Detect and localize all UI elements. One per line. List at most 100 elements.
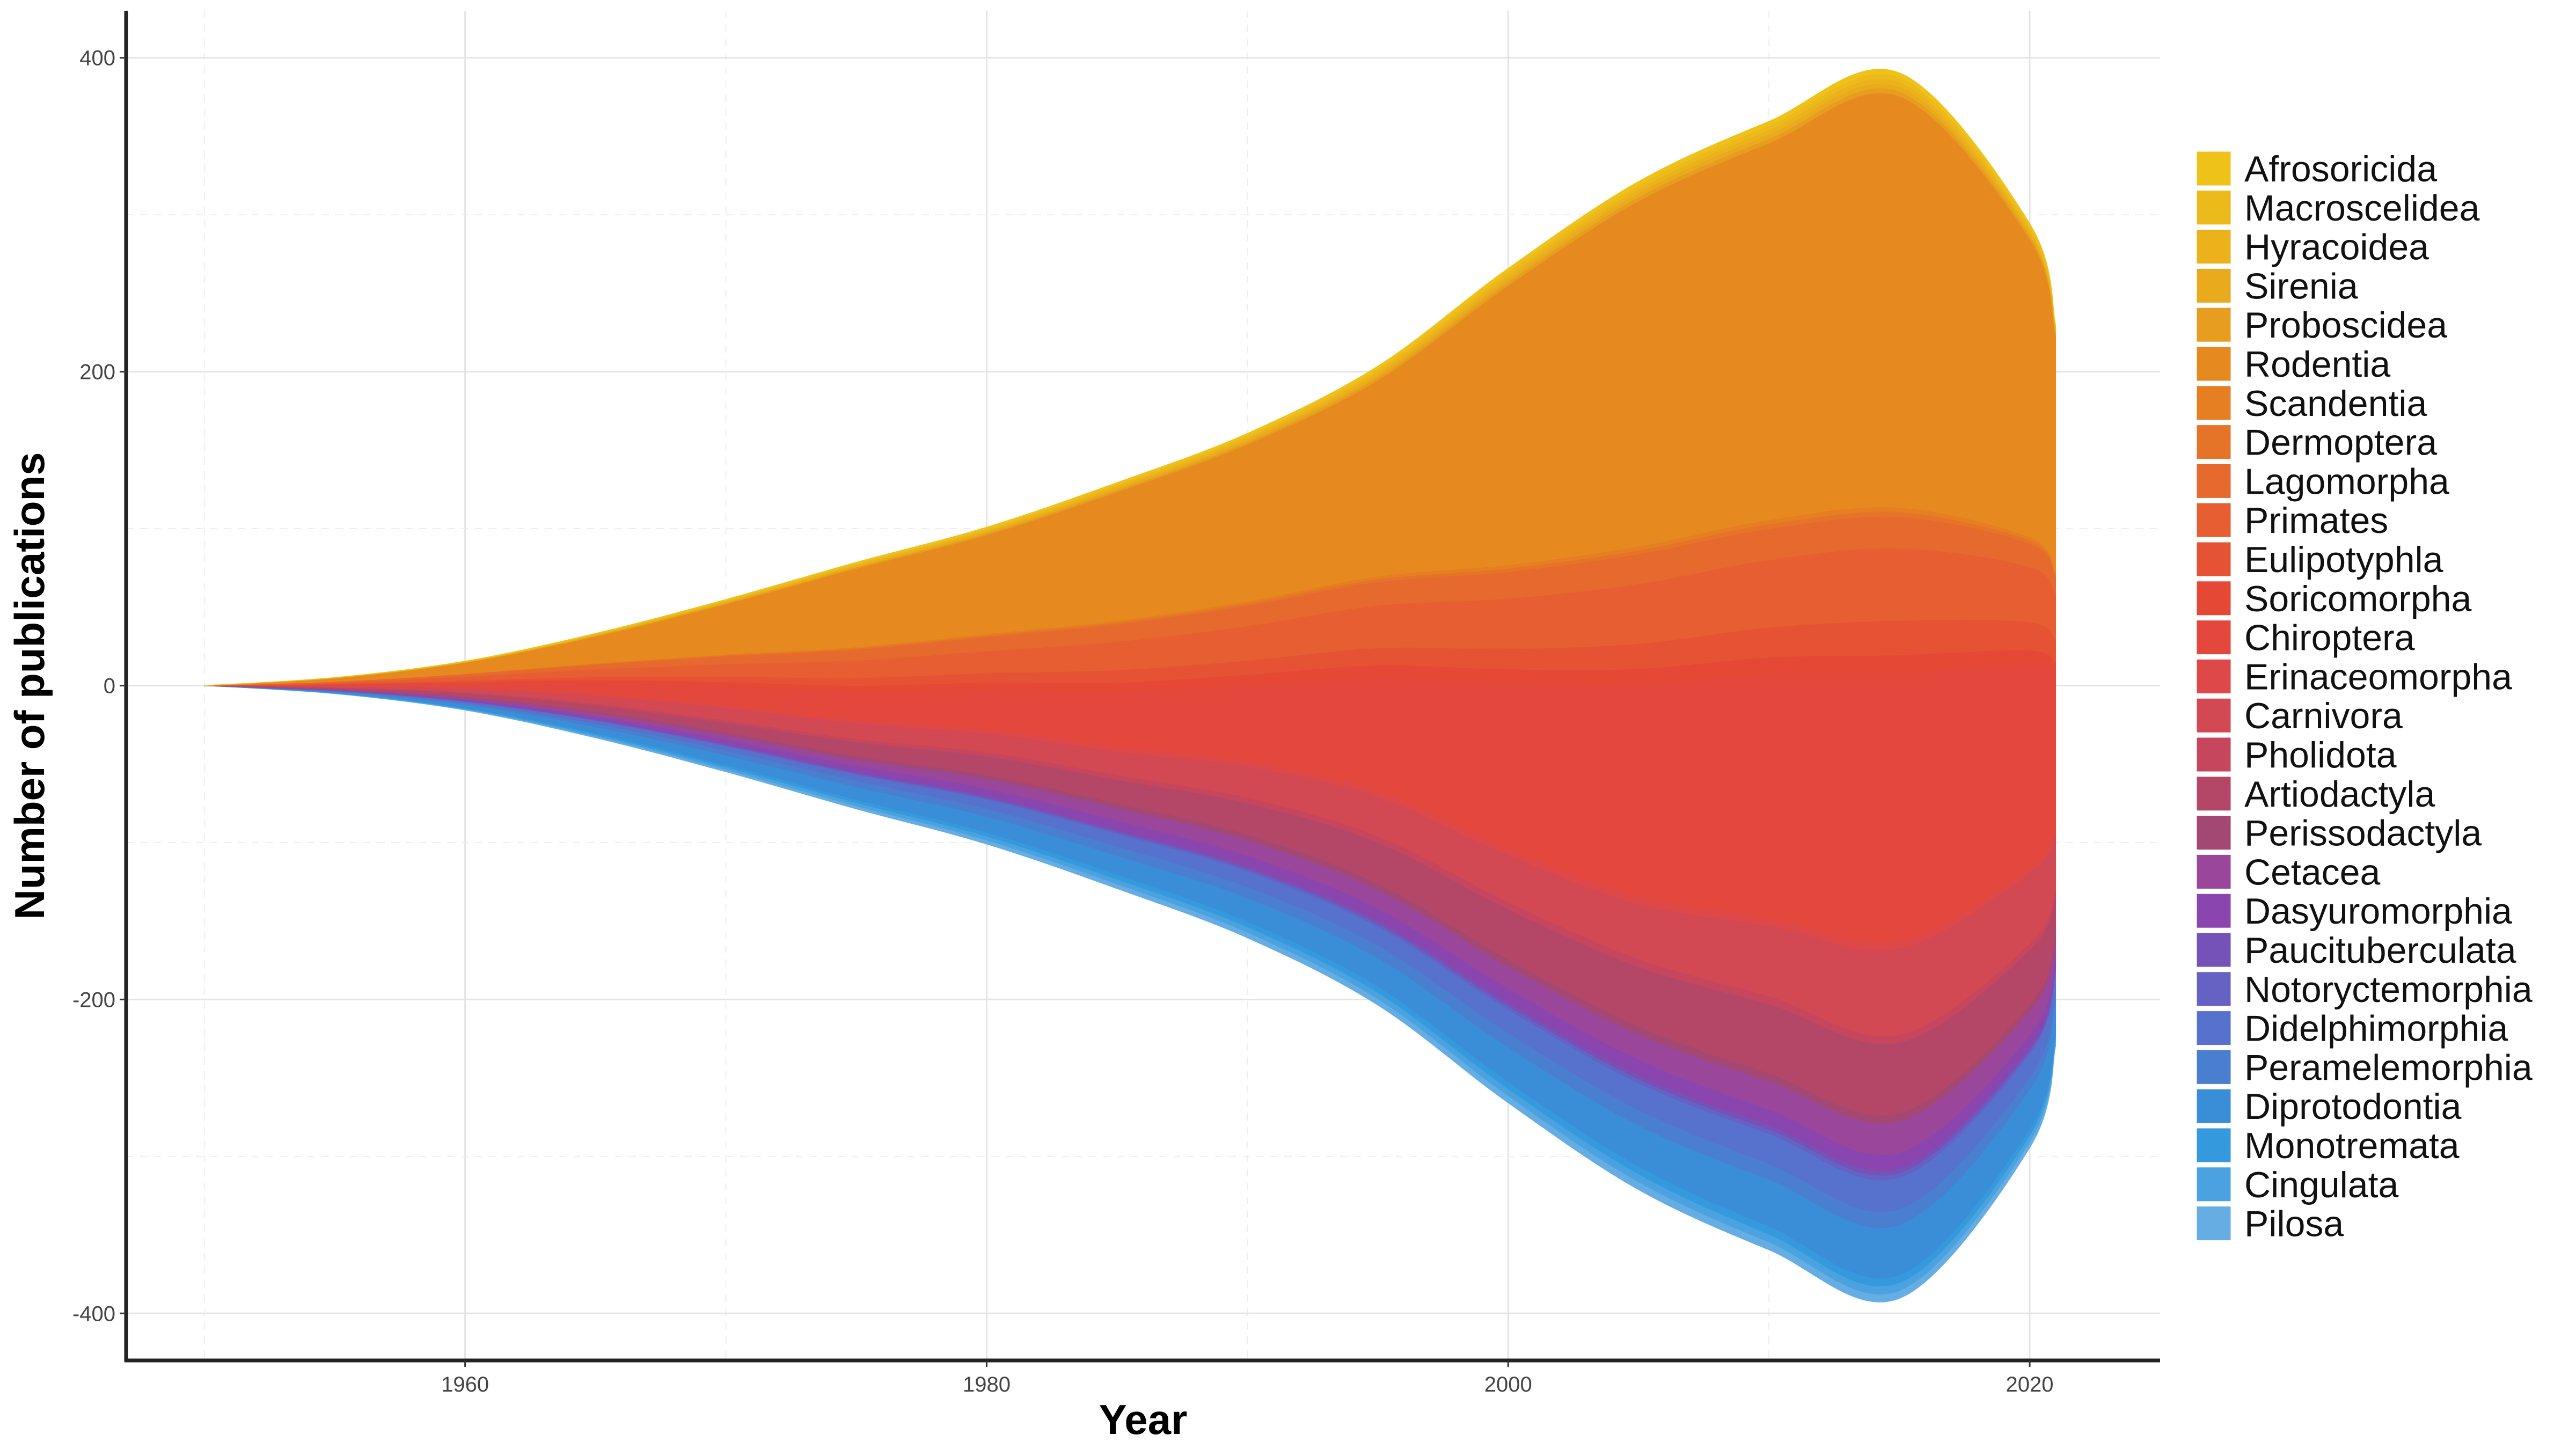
legend-key-didelphimorphia — [2195, 1009, 2233, 1047]
legend-label-chiroptera: Chiroptera — [2244, 618, 2415, 658]
legend-label-pholidota: Pholidota — [2244, 735, 2397, 775]
legend-label-notoryctemorphia: Notoryctemorphia — [2244, 969, 2533, 1010]
legend-key-eulipotyphla — [2195, 540, 2233, 578]
x-tick-label: 1960 — [441, 1373, 489, 1396]
legend-item-lagomorpha: Lagomorpha — [2195, 461, 2449, 502]
legend-key-soricomorpha — [2195, 580, 2233, 617]
legend-item-peramelemorphia: Peramelemorphia — [2195, 1047, 2533, 1088]
legend-item-cingulata: Cingulata — [2195, 1165, 2398, 1205]
legend-label-paucituberculata: Paucituberculata — [2244, 930, 2516, 971]
legend-item-pholidota: Pholidota — [2195, 735, 2397, 775]
legend-label-scandentia: Scandentia — [2244, 383, 2427, 424]
legend-label-diprotodontia: Diprotodontia — [2244, 1086, 2462, 1127]
legend-item-cetacea: Cetacea — [2195, 852, 2380, 892]
legend-key-pholidota — [2195, 736, 2233, 773]
legend-item-monotremata: Monotremata — [2195, 1125, 2460, 1166]
legend-item-scandentia: Scandentia — [2195, 383, 2427, 424]
legend-label-didelphimorphia: Didelphimorphia — [2244, 1008, 2508, 1049]
legend-key-sirenia — [2195, 267, 2233, 304]
legend-item-proboscidea: Proboscidea — [2195, 305, 2447, 346]
legend-item-perissodactyla: Perissodactyla — [2195, 813, 2482, 854]
legend-item-paucituberculata: Paucituberculata — [2195, 930, 2516, 971]
y-tick-label: 0 — [104, 675, 115, 698]
legend-label-lagomorpha: Lagomorpha — [2244, 461, 2449, 502]
stream-layers — [204, 69, 2057, 1302]
legend-label-artiodactyla: Artiodactyla — [2244, 774, 2435, 815]
y-tick-label: 200 — [79, 361, 115, 384]
legend-key-paucituberculata — [2195, 931, 2233, 969]
legend-item-dasyuromorphia: Dasyuromorphia — [2195, 891, 2512, 932]
legend-item-notoryctemorphia: Notoryctemorphia — [2195, 969, 2533, 1010]
legend-key-diprotodontia — [2195, 1087, 2233, 1125]
y-axis-title: Number of publications — [6, 452, 53, 919]
legend-key-lagomorpha — [2195, 462, 2233, 500]
legend-label-cingulata: Cingulata — [2244, 1165, 2398, 1205]
legend-label-monotremata: Monotremata — [2244, 1125, 2460, 1166]
legend-item-artiodactyla: Artiodactyla — [2195, 774, 2435, 815]
stream-layer-afrosoricida — [204, 69, 2057, 686]
legend-key-notoryctemorphia — [2195, 970, 2233, 1008]
legend-item-rodentia: Rodentia — [2195, 344, 2390, 385]
legend-key-monotremata — [2195, 1126, 2233, 1164]
legend-key-primates — [2195, 501, 2233, 539]
legend-key-dasyuromorphia — [2195, 892, 2233, 930]
legend-item-carnivora: Carnivora — [2195, 696, 2403, 736]
legend-label-primates: Primates — [2244, 500, 2388, 541]
legend-key-perissodactyla — [2195, 814, 2233, 852]
legend-label-afrosoricida: Afrosoricida — [2244, 149, 2437, 189]
legend-item-sirenia: Sirenia — [2195, 266, 2358, 306]
legend-key-artiodactyla — [2195, 775, 2233, 813]
legend-key-cetacea — [2195, 853, 2233, 890]
legend-key-cingulata — [2195, 1166, 2233, 1203]
legend-item-didelphimorphia: Didelphimorphia — [2195, 1008, 2508, 1049]
legend-item-macroscelidea: Macroscelidea — [2195, 188, 2480, 229]
x-axis-title: Year — [1099, 1396, 1188, 1443]
legend-key-macroscelidea — [2195, 189, 2233, 226]
legend-item-chiroptera: Chiroptera — [2195, 618, 2415, 658]
y-tick-label: -200 — [72, 988, 115, 1012]
legend-label-dermoptera: Dermoptera — [2244, 422, 2437, 463]
legend-label-eulipotyphla: Eulipotyphla — [2244, 539, 2443, 580]
legend-key-hyracoidea — [2195, 228, 2233, 266]
legend-key-afrosoricida — [2195, 150, 2233, 187]
legend-label-erinaceomorpha: Erinaceomorpha — [2244, 656, 2512, 697]
legend-label-hyracoidea: Hyracoidea — [2244, 227, 2429, 268]
legend-key-carnivora — [2195, 697, 2233, 734]
legend-key-proboscidea — [2195, 306, 2233, 343]
x-tick-label: 1980 — [963, 1373, 1011, 1396]
legend-label-sirenia: Sirenia — [2244, 266, 2358, 306]
legend-label-proboscidea: Proboscidea — [2244, 305, 2447, 346]
legend-item-soricomorpha: Soricomorpha — [2195, 579, 2471, 619]
legend-key-dermoptera — [2195, 423, 2233, 461]
legend-key-rodentia — [2195, 345, 2233, 383]
legend-item-dermoptera: Dermoptera — [2195, 422, 2437, 463]
legend-key-erinaceomorpha — [2195, 657, 2233, 695]
legend-label-dasyuromorphia: Dasyuromorphia — [2244, 891, 2512, 932]
tick-labels: 1960 1980 2000 2020 -400 -200 0 200 400 — [72, 47, 2054, 1396]
legend-item-diprotodontia: Diprotodontia — [2195, 1086, 2462, 1127]
x-tick-label: 2020 — [2006, 1373, 2054, 1396]
legend-label-rodentia: Rodentia — [2244, 344, 2390, 385]
legend-item-erinaceomorpha: Erinaceomorpha — [2195, 656, 2512, 697]
legend-label-peramelemorphia: Peramelemorphia — [2244, 1047, 2533, 1088]
legend-item-eulipotyphla: Eulipotyphla — [2195, 539, 2443, 580]
legend-key-pilosa — [2195, 1205, 2233, 1242]
legend-item-primates: Primates — [2195, 500, 2388, 541]
y-tick-label: 400 — [79, 47, 115, 70]
legend: AfrosoricidaMacroscelideaHyracoideaSiren… — [2195, 149, 2533, 1245]
x-tick-label: 2000 — [1484, 1373, 1532, 1396]
y-tick-label: -400 — [72, 1302, 115, 1326]
legend-label-soricomorpha: Soricomorpha — [2244, 579, 2471, 619]
legend-item-hyracoidea: Hyracoidea — [2195, 227, 2429, 268]
legend-label-macroscelidea: Macroscelidea — [2244, 188, 2480, 229]
legend-label-cetacea: Cetacea — [2244, 852, 2380, 892]
legend-item-pilosa: Pilosa — [2195, 1204, 2344, 1245]
legend-key-peramelemorphia — [2195, 1048, 2233, 1086]
legend-key-scandentia — [2195, 384, 2233, 422]
legend-label-carnivora: Carnivora — [2244, 696, 2403, 736]
legend-item-afrosoricida: Afrosoricida — [2195, 149, 2437, 189]
legend-label-pilosa: Pilosa — [2244, 1204, 2344, 1245]
legend-key-chiroptera — [2195, 619, 2233, 656]
legend-label-perissodactyla: Perissodactyla — [2244, 813, 2482, 854]
